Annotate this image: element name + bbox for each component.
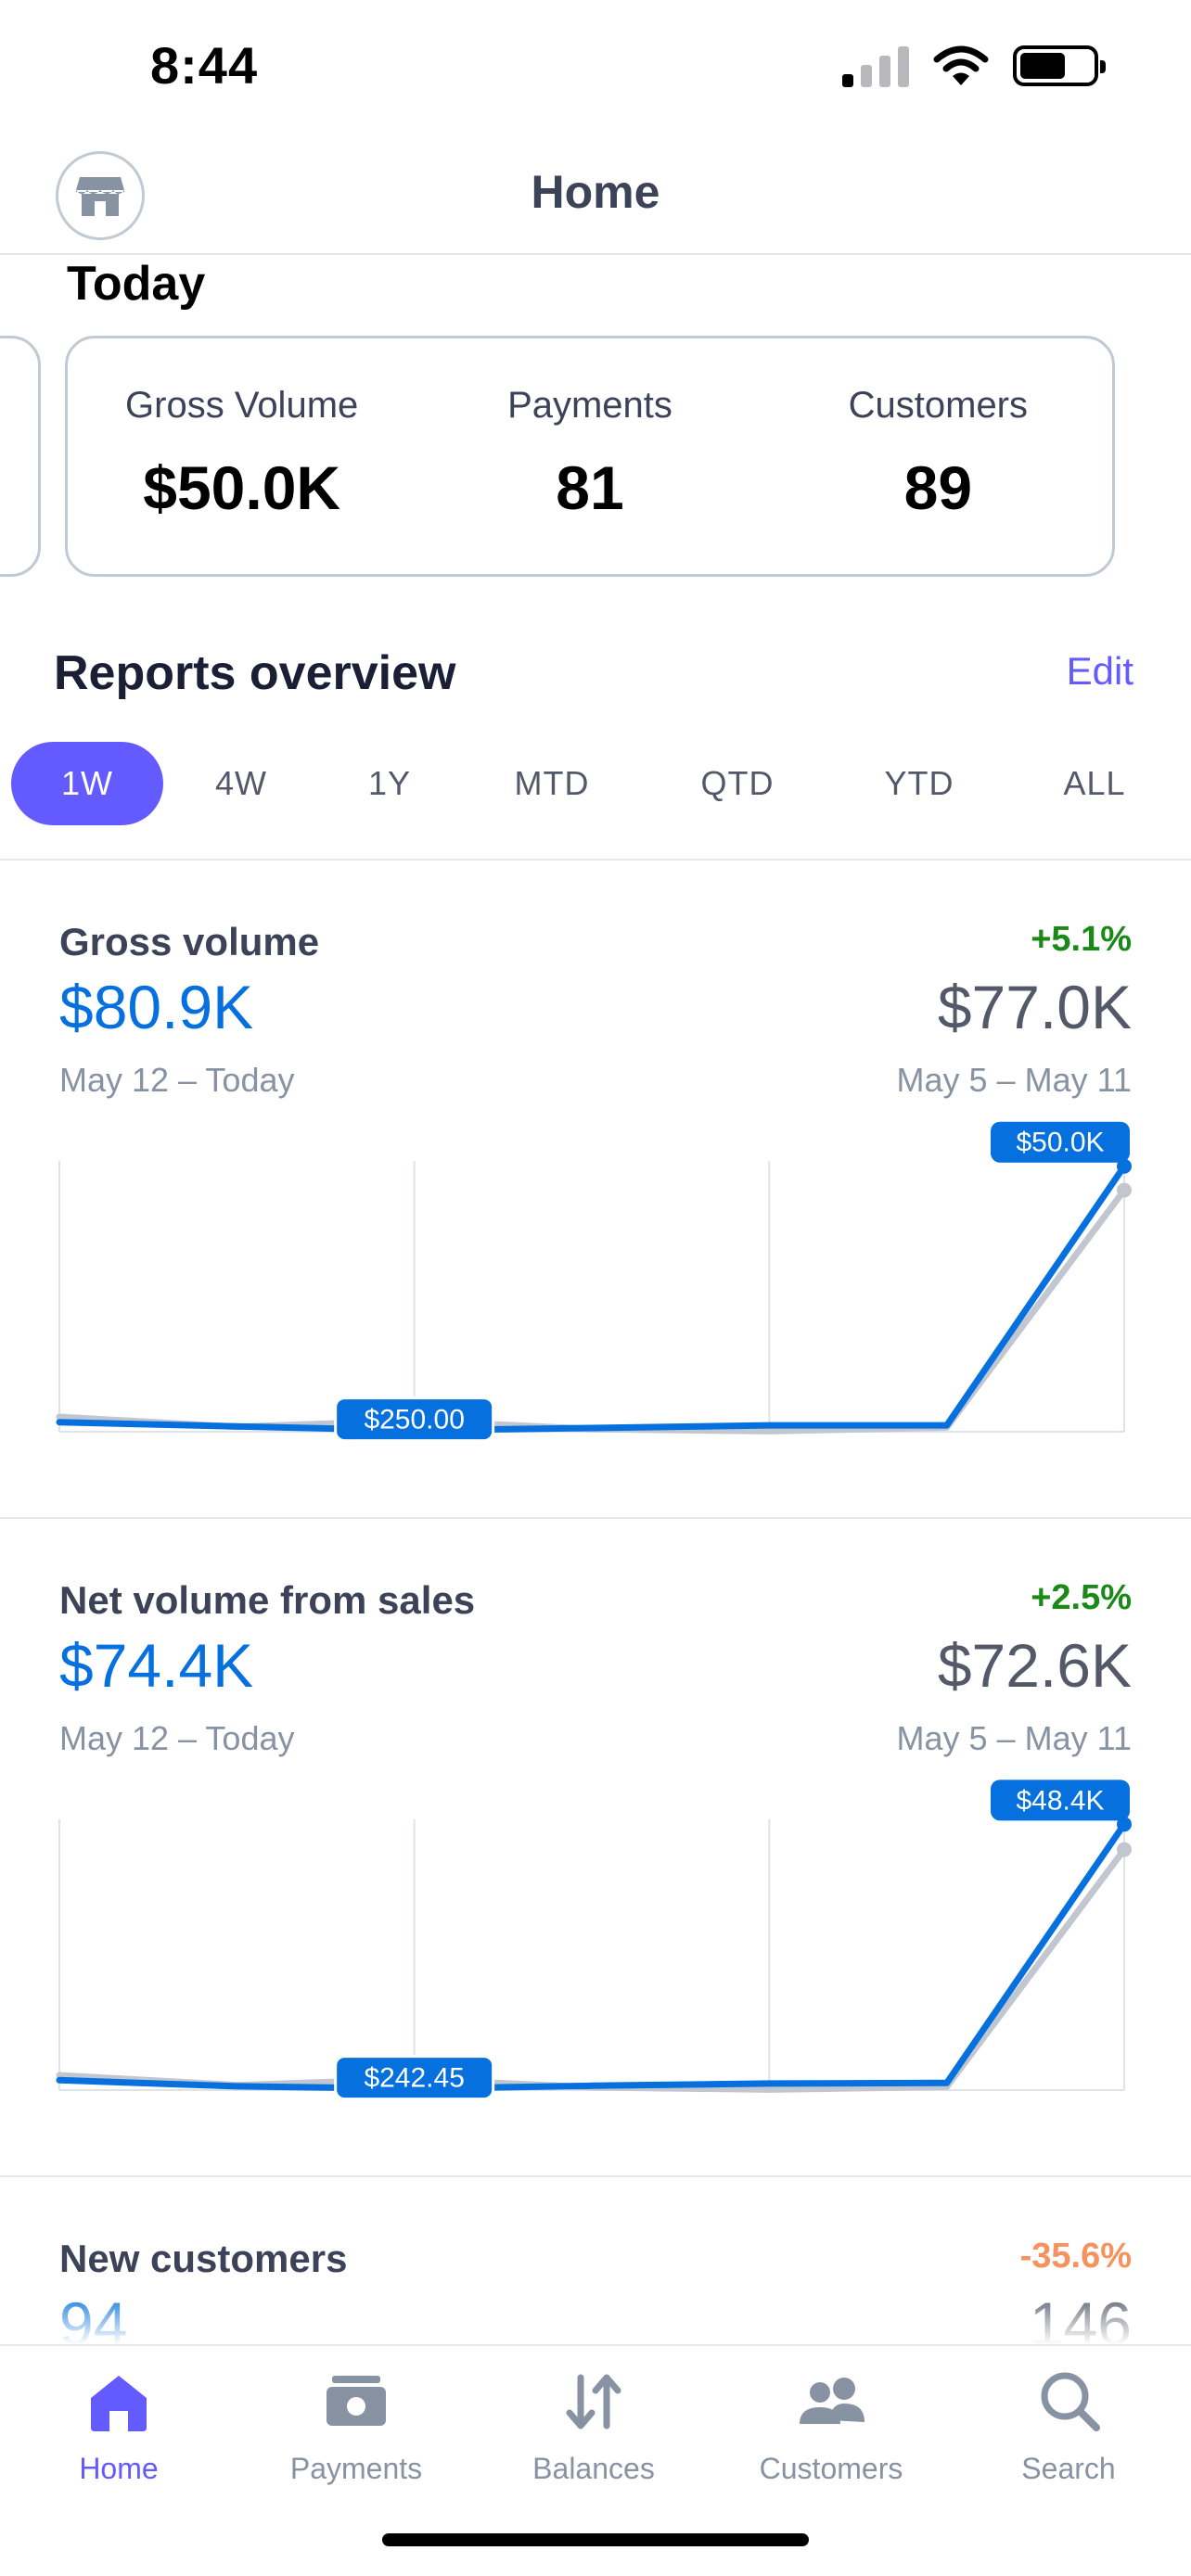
- nav-label: Balances: [532, 2452, 655, 2485]
- gross-volume-card[interactable]: Gross volume +5.1% $80.9K $77.0K May 12 …: [0, 920, 1191, 1476]
- store-icon: [76, 177, 124, 216]
- tab-4w[interactable]: 4W: [215, 764, 267, 802]
- metric-change: -35.6%: [1019, 2237, 1132, 2276]
- stat-label: Customers: [848, 385, 1029, 426]
- nav-label: Search: [1021, 2452, 1116, 2485]
- metric-value: $74.4K: [59, 1631, 254, 1700]
- nav-search[interactable]: Search: [950, 2346, 1187, 2504]
- home-icon: [91, 2376, 147, 2431]
- today-title: Today: [67, 257, 206, 311]
- metric-range: May 12 – Today: [59, 1061, 295, 1099]
- signal-icon: [842, 45, 909, 87]
- customers-icon: [800, 2378, 864, 2424]
- account-switcher-button[interactable]: [56, 151, 145, 240]
- tab-1w[interactable]: 1W: [11, 742, 163, 825]
- stat-payments: Payments 81: [416, 338, 763, 574]
- stat-value: 89: [903, 453, 973, 522]
- stat-label: Gross Volume: [125, 385, 359, 426]
- tab-mtd[interactable]: MTD: [514, 764, 590, 802]
- metric-change: +2.5%: [1031, 1578, 1132, 1617]
- search-icon: [1041, 2372, 1100, 2431]
- tab-1y[interactable]: 1Y: [367, 764, 412, 802]
- metric-label: Gross volume: [59, 920, 320, 963]
- metric-previous-value: $72.6K: [937, 1631, 1132, 1700]
- metric-previous-range: May 5 – May 11: [896, 1061, 1132, 1099]
- balances-icon: [566, 2374, 621, 2429]
- today-summary-card[interactable]: Gross Volume $50.0K Payments 81 Customer…: [65, 336, 1115, 577]
- net-volume-card[interactable]: Net volume from sales +2.5% $74.4K $72.6…: [0, 1578, 1191, 2135]
- metric-range: May 12 – Today: [59, 1719, 295, 1757]
- wifi-icon: [933, 45, 989, 85]
- payments-icon: [327, 2376, 386, 2426]
- tab-ytd[interactable]: YTD: [884, 764, 954, 802]
- divider: [0, 2175, 1191, 2177]
- period-tabs: 1W 4W 1Y MTD QTD YTD ALL: [0, 738, 1191, 861]
- home-indicator: [382, 2533, 809, 2546]
- status-icons: [842, 45, 1106, 87]
- stat-gross-volume: Gross Volume $50.0K: [68, 338, 416, 574]
- previous-summary-card[interactable]: [0, 336, 41, 577]
- status-time: 8:44: [150, 36, 259, 95]
- nav-label: Payments: [289, 2452, 423, 2485]
- nav-home[interactable]: Home: [0, 2346, 237, 2504]
- nav-customers[interactable]: Customers: [712, 2346, 950, 2504]
- stat-value: $50.0K: [143, 453, 341, 522]
- metric-label: Net volume from sales: [59, 1578, 476, 1622]
- metric-previous-range: May 5 – May 11: [896, 1719, 1132, 1757]
- metric-previous-value: $77.0K: [937, 973, 1132, 1041]
- nav-balances[interactable]: Balances: [475, 2346, 712, 2504]
- nav-payments[interactable]: Payments: [237, 2346, 475, 2504]
- reports-overview-title: Reports overview: [54, 646, 456, 700]
- app-header: Home: [0, 139, 1191, 255]
- metric-change: +5.1%: [1031, 920, 1132, 959]
- stat-value: 81: [556, 453, 624, 522]
- divider: [0, 1517, 1191, 1519]
- page-title: Home: [531, 166, 660, 218]
- nav-label: Home: [79, 2452, 159, 2485]
- metric-label: New customers: [59, 2237, 348, 2280]
- tab-all[interactable]: ALL: [1063, 764, 1126, 802]
- stat-label: Payments: [507, 385, 672, 426]
- edit-reports-button[interactable]: Edit: [1066, 649, 1133, 693]
- stat-customers: Customers 89: [764, 338, 1112, 574]
- battery-icon: [1013, 45, 1106, 86]
- scroll-fade: [0, 2290, 1191, 2344]
- tab-qtd[interactable]: QTD: [700, 764, 775, 802]
- status-bar: 8:44: [0, 0, 1191, 139]
- nav-label: Customers: [759, 2452, 903, 2485]
- metric-value: $80.9K: [59, 973, 254, 1041]
